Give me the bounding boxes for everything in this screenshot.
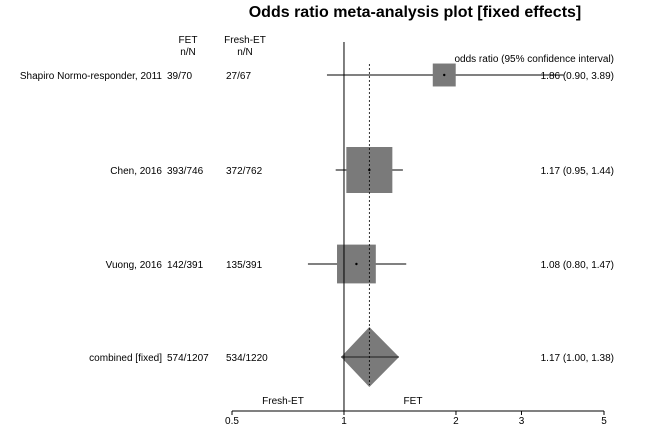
study-name: Chen, 2016 (110, 166, 162, 177)
chart-title: Odds ratio meta-analysis plot [fixed eff… (249, 4, 582, 21)
study-group1-count: 39/70 (167, 71, 192, 82)
study-name: Shapiro Normo-responder, 2011 (20, 71, 163, 82)
study-group2-count: 135/391 (226, 260, 263, 271)
combined-ci-text: 1.17 (1.00, 1.38) (541, 353, 614, 364)
combined-group1-count: 574/1207 (167, 353, 209, 364)
x-tick-label: 0.5 (225, 416, 239, 425)
ci-header: odds ratio (95% confidence interval) (454, 54, 614, 65)
study-group2-count: 27/67 (226, 71, 251, 82)
study-point (355, 262, 358, 266)
group2-header: Fresh-ET (224, 35, 266, 46)
group1-subheader: n/N (180, 47, 196, 58)
group2-subheader: n/N (237, 47, 253, 58)
x-tick-label: 3 (519, 416, 525, 425)
x-tick-label: 1 (341, 416, 347, 425)
study-name: Vuong, 2016 (106, 260, 163, 271)
study-ci-text: 1.17 (0.95, 1.44) (541, 166, 614, 177)
favours-right-label: FET (404, 396, 423, 407)
study-ci-text: 1.08 (0.80, 1.47) (541, 260, 614, 271)
combined-name: combined [fixed] (89, 353, 162, 364)
favours-left-label: Fresh-ET (262, 396, 304, 407)
study-point (443, 73, 446, 77)
study-group2-count: 372/762 (226, 166, 263, 177)
x-tick-label: 2 (453, 416, 459, 425)
study-group1-count: 142/391 (167, 260, 204, 271)
x-tick-label: 5 (601, 416, 607, 425)
study-ci-text: 1.86 (0.90, 3.89) (541, 71, 614, 82)
study-group1-count: 393/746 (167, 166, 204, 177)
combined-group2-count: 534/1220 (226, 353, 268, 364)
group1-header: FET (179, 35, 198, 46)
